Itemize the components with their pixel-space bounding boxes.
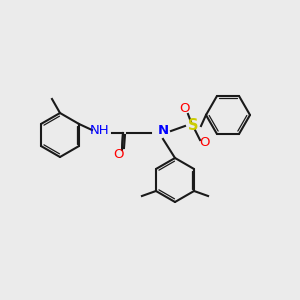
Text: O: O — [200, 136, 210, 149]
Text: N: N — [158, 124, 169, 137]
Text: O: O — [179, 103, 189, 116]
Text: S: S — [188, 118, 198, 134]
Text: NH: NH — [90, 124, 110, 137]
Text: O: O — [113, 148, 123, 160]
